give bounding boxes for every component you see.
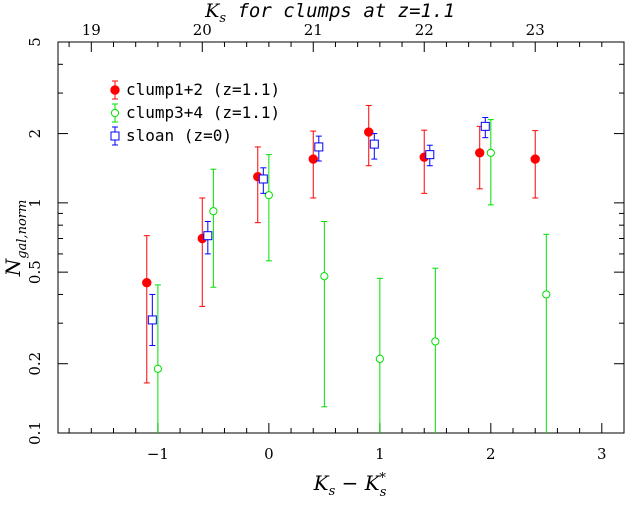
series-0 [142,104,540,384]
series-2 [147,116,490,346]
legend-marker [110,131,120,141]
x-axis-title-k2: K [364,471,381,495]
x-axis-title-sub1: s [329,484,336,499]
data-point [475,148,485,158]
plot-frame [57,41,625,434]
legend: clump1+2 (z=1.1) clump3+4 (z=1.1) sloan (z… [110,80,280,146]
data-point [431,337,440,346]
data-point [264,191,273,200]
y-axis-title-n: N [1,257,25,277]
y-tick-label: 0.1 [26,421,44,445]
data-point [369,139,379,149]
x-tick-label: 1 [375,445,385,463]
data-point [486,148,495,157]
y-axis-title-sub: gal,norm [15,200,30,259]
legend-marker [110,85,120,95]
data-point [314,142,324,152]
data-layer [142,104,551,433]
data-point [258,174,268,184]
x-axis-title-k1: K [313,471,330,495]
x-tick-label: 2 [486,445,496,463]
top-axis-title-k: K [204,0,221,22]
y-tick-label: 2 [26,129,44,139]
data-point [308,154,318,164]
data-point [364,127,374,137]
y-axis-title: Ngal,norm [1,200,30,278]
data-point [375,354,384,363]
top-tick-label: 19 [82,21,101,39]
top-tick-label: 23 [526,21,545,39]
x-axis-title: Ks − Ks* [313,471,387,500]
top-axis-title-sub: s [219,11,226,26]
top-tick-label: 20 [193,21,212,39]
legend-label: clump1+2 (z=1.1) [126,80,280,99]
data-point [209,207,218,216]
data-point [203,231,213,241]
y-tick-label: 5 [26,37,44,47]
y-tick-label: 0.2 [26,352,44,376]
x-tick-label: −1 [147,445,169,463]
top-tick-label: 22 [415,21,434,39]
x-tick-label: 0 [264,445,274,463]
x-tick-label: 3 [597,445,607,463]
top-tick-label: 21 [304,21,323,39]
data-point [142,277,152,288]
data-point [530,154,540,164]
x-axis-title-star: * [379,471,386,486]
legend-label: sloan (z=0) [126,126,232,145]
x-axis-title-sub2: s [380,485,387,500]
data-point [542,290,551,299]
series-1 [153,119,551,433]
y-tick-label: 0.5 [26,260,44,284]
y-tick-label: 1 [26,198,44,208]
data-point [425,150,435,160]
data-point [320,272,329,281]
top-axis-title-rest: for clumps at z=1.1 [226,0,455,22]
legend-marker [110,108,120,118]
data-point [147,315,157,325]
top-axis-title: Ks for clumps at z=1.1 [204,0,455,26]
x-axis-title-minus: − [335,471,364,495]
data-point [153,364,162,373]
data-point [480,121,490,131]
legend-label: clump3+4 (z=1.1) [126,103,280,122]
